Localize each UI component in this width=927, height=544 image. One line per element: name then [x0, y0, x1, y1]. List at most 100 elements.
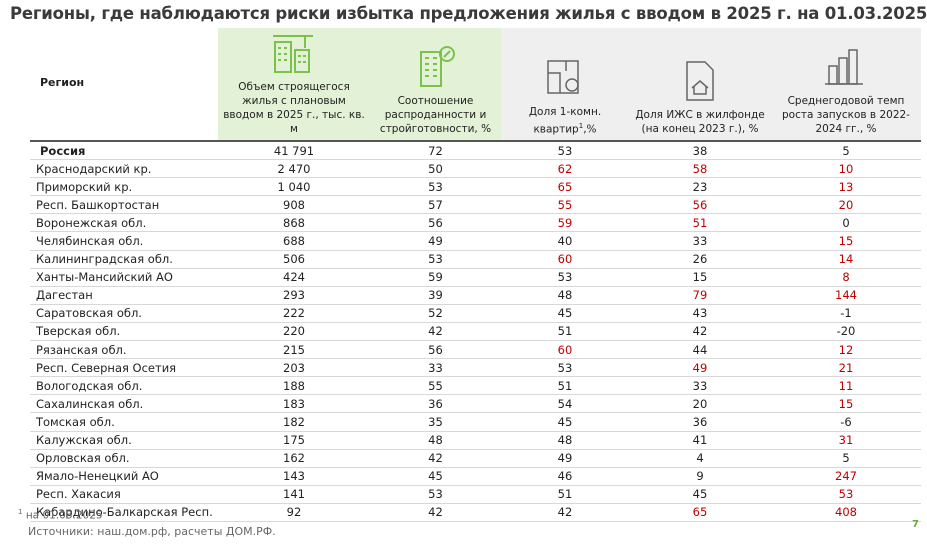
value-cell: 15: [629, 268, 771, 287]
icon: [547, 59, 579, 94]
region-cell: Калужская обл.: [30, 431, 218, 450]
header-sup: 1: [578, 121, 584, 130]
region-cell: Респ. Хакасия: [30, 485, 218, 504]
value-cell: 40: [501, 231, 629, 251]
value-cell: 46: [501, 467, 629, 486]
value-cell: 39: [370, 286, 501, 305]
value-cell: 162: [218, 449, 370, 468]
region-cell: Респ. Северная Осетия: [30, 358, 218, 378]
region-cell: Саратовская обл.: [30, 304, 218, 323]
icon: [273, 35, 313, 73]
source: Источники: наш.дом.рф, расчеты ДОМ.РФ.: [28, 525, 276, 538]
region-cell: Челябинская обл.: [30, 231, 218, 251]
value-cell: 5: [771, 449, 921, 468]
row: Сахалинская обл. 183 36 54 20 15: [30, 394, 921, 414]
value-cell: 33: [629, 231, 771, 251]
value-cell: 408: [771, 503, 921, 522]
value-cell: 33: [370, 358, 501, 378]
value-cell: 1 040: [218, 177, 370, 197]
value-cell: 13: [771, 177, 921, 197]
value-cell: 23: [629, 177, 771, 197]
region-cell: Респ. Башкортостан: [30, 195, 218, 215]
value-cell: 53: [370, 250, 501, 269]
value-cell: 44: [629, 340, 771, 360]
region-cell: Калининградская обл.: [30, 250, 218, 269]
value-cell: 51: [501, 322, 629, 342]
value-cell: 14: [771, 250, 921, 269]
row: Краснодарский кр. 2 470 50 62 58 10: [30, 159, 921, 179]
region-cell: Краснодарский кр.: [30, 159, 218, 179]
row: Приморский кр. 1 040 53 65 23 13: [30, 177, 921, 197]
value-cell: 215: [218, 340, 370, 360]
value-cell: 0: [771, 213, 921, 233]
value-cell: 48: [501, 286, 629, 305]
value-cell: 20: [771, 195, 921, 215]
value-cell: 688: [218, 231, 370, 251]
row: Кабардино-Балкарская Респ. 92 42 42 65 408: [30, 503, 921, 522]
value-cell: 59: [501, 213, 629, 233]
row: Ханты-Мансийский АО 424 59 53 15 8: [30, 268, 921, 287]
value-cell: 43: [629, 304, 771, 323]
value-cell: 55: [501, 195, 629, 215]
value-cell: 141: [218, 485, 370, 504]
value-cell: 49: [501, 449, 629, 468]
header-text: Доля 1-комн. квартир: [528, 105, 602, 136]
value-cell: 62: [501, 159, 629, 179]
value-cell: 56: [370, 213, 501, 233]
value-cell: 9: [629, 467, 771, 486]
value-cell: 10: [771, 159, 921, 179]
value-cell: 53: [370, 177, 501, 197]
row: Томская обл. 182 35 45 36 -6: [30, 412, 921, 432]
value-cell: 51: [501, 376, 629, 396]
value-cell: 20: [629, 394, 771, 414]
value-cell: 79: [629, 286, 771, 305]
value-cell: 15: [771, 231, 921, 251]
region-cell: Тверская обл.: [30, 322, 218, 342]
row: Тверская обл. 220 42 51 42 -20: [30, 322, 921, 342]
region-cell: Приморский кр.: [30, 177, 218, 197]
region-cell: Ямало-Ненецкий АО: [30, 467, 218, 486]
value-cell: 65: [501, 177, 629, 197]
value-cell: 908: [218, 195, 370, 215]
value-cell: 92: [218, 503, 370, 522]
value-cell: 60: [501, 340, 629, 360]
icon: [825, 49, 863, 85]
value-cell: 49: [629, 358, 771, 378]
value-cell: 222: [218, 304, 370, 323]
header-text: Соотношение распроданности и стройготовн…: [379, 95, 492, 135]
row: Респ. Хакасия 141 53 51 45 53: [30, 485, 921, 504]
value-cell: 72: [370, 141, 501, 161]
region-cell: Сахалинская обл.: [30, 394, 218, 414]
footnote: 1 на 01.03.2025: [18, 508, 103, 522]
header-cell: Доля 1-комн. квартир1,%: [501, 28, 629, 141]
value-cell: 220: [218, 322, 370, 342]
value-cell: 58: [629, 159, 771, 179]
region-cell: Рязанская обл.: [30, 340, 218, 360]
region-cell: Воронежская обл.: [30, 213, 218, 233]
value-cell: 38: [629, 141, 771, 161]
value-cell: 48: [370, 431, 501, 450]
value-cell: 50: [370, 159, 501, 179]
value-cell: 53: [501, 358, 629, 378]
value-cell: 36: [629, 412, 771, 432]
value-cell: 144: [771, 286, 921, 305]
row: Челябинская обл. 688 49 40 33 15: [30, 231, 921, 251]
table: Регион Объем строящегося жилья с плановы…: [30, 28, 921, 522]
value-cell: 55: [370, 376, 501, 396]
value-cell: 293: [218, 286, 370, 305]
value-cell: 15: [771, 394, 921, 414]
region-cell: Кабардино-Балкарская Респ.: [30, 503, 218, 522]
value-cell: 11: [771, 376, 921, 396]
value-cell: 868: [218, 213, 370, 233]
value-cell: 53: [501, 268, 629, 287]
value-cell: 56: [370, 340, 501, 360]
row: Респ. Северная Осетия 203 33 53 49 21: [30, 358, 921, 378]
title: Регионы, где наблюдаются риски избытка п…: [10, 4, 927, 23]
row: Калининградская обл. 506 53 60 26 14: [30, 250, 921, 269]
value-cell: 65: [629, 503, 771, 522]
value-cell: 48: [501, 431, 629, 450]
row: Россия 41 791 72 53 38 5: [30, 141, 921, 161]
value-cell: 203: [218, 358, 370, 378]
row: Ямало-Ненецкий АО 143 45 46 9 247: [30, 467, 921, 486]
